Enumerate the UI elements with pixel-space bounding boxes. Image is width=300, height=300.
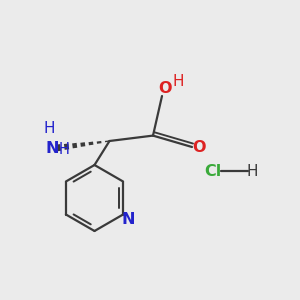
Text: N: N xyxy=(46,141,59,156)
Text: H: H xyxy=(246,164,258,178)
Text: O: O xyxy=(192,140,206,154)
Text: O: O xyxy=(158,81,172,96)
Text: H: H xyxy=(58,142,69,158)
Text: H: H xyxy=(173,74,184,89)
Text: N: N xyxy=(122,212,135,227)
Text: Cl: Cl xyxy=(204,164,222,178)
Text: H: H xyxy=(44,122,55,136)
